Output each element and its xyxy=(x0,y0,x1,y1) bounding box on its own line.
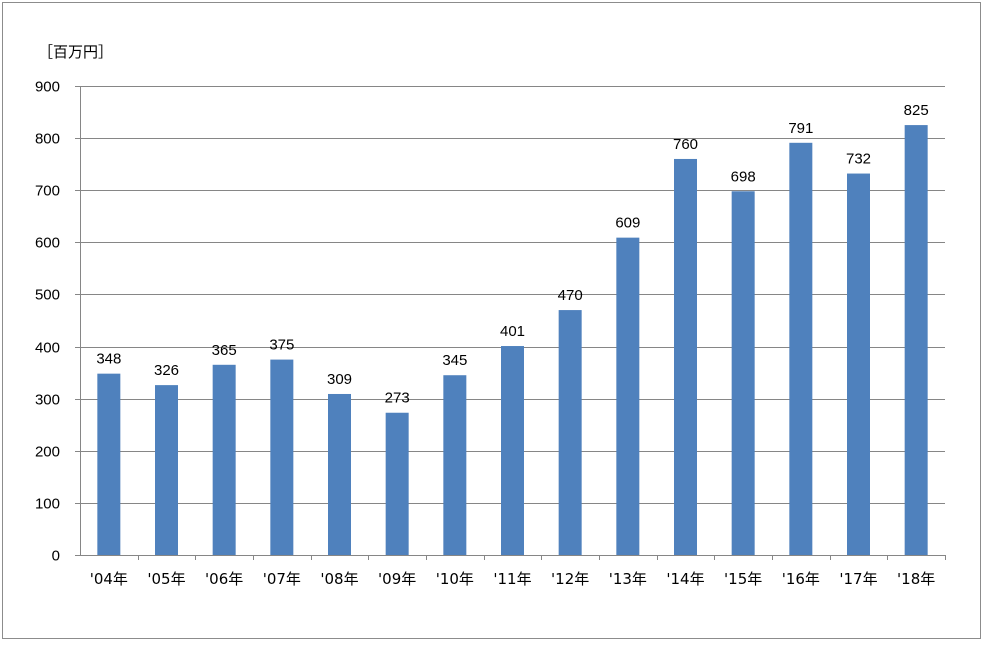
bar xyxy=(270,359,294,555)
y-tick-label: 700 xyxy=(35,183,60,200)
data-label: 326 xyxy=(154,362,179,379)
y-tick-label: 300 xyxy=(35,392,60,409)
axes xyxy=(75,86,946,560)
x-tick-label: '12年 xyxy=(551,570,589,588)
data-label: 348 xyxy=(96,351,121,368)
y-tick-label: 400 xyxy=(35,340,60,357)
y-tick-label: 600 xyxy=(35,235,60,252)
bar xyxy=(847,173,870,555)
data-label: 698 xyxy=(731,168,756,185)
x-tick-label: '10年 xyxy=(436,570,474,588)
data-label: 760 xyxy=(673,136,698,153)
y-unit-label: ［百万円］ xyxy=(38,43,113,61)
x-tick-label: '04年 xyxy=(90,570,128,588)
bar xyxy=(674,158,697,555)
bar xyxy=(155,385,178,555)
y-tick-label: 100 xyxy=(35,496,60,513)
data-label: 609 xyxy=(615,215,640,232)
data-label: 345 xyxy=(442,352,467,369)
data-label: 309 xyxy=(327,371,352,388)
x-tick-label: '13年 xyxy=(609,570,647,588)
bar xyxy=(616,237,640,556)
x-tick-label: '09年 xyxy=(378,570,416,588)
bar xyxy=(328,393,351,555)
data-label: 401 xyxy=(500,323,525,340)
bar xyxy=(212,364,236,555)
x-tick-label: '16年 xyxy=(782,570,820,588)
x-tick-label: '11年 xyxy=(493,570,531,588)
x-tick-labels: '04年 '05年 '06年 '07年 '08年 '09年 '10年 '11年 '12年 '13年… xyxy=(90,570,936,588)
data-label: 375 xyxy=(269,337,294,354)
x-tick-label: '17年 xyxy=(839,570,877,588)
x-tick-label: '05年 xyxy=(147,570,185,588)
y-tick-label: 0 xyxy=(52,548,60,565)
bar xyxy=(443,375,467,555)
bar xyxy=(97,373,121,555)
bars xyxy=(97,125,928,556)
data-label: 825 xyxy=(904,102,929,119)
y-tick-labels: 0 100 200 300 400 500 600 700 800 900 xyxy=(35,79,60,565)
y-tick-label: 800 xyxy=(35,131,60,148)
bar xyxy=(558,310,582,555)
x-tick-label: '18年 xyxy=(897,570,935,588)
x-tick-label: '08年 xyxy=(320,570,358,588)
data-label: 365 xyxy=(212,342,237,359)
x-tick-label: '07年 xyxy=(263,570,301,588)
y-tick-label: 500 xyxy=(35,287,60,304)
x-tick-label: '15年 xyxy=(724,570,762,588)
bar xyxy=(789,142,813,555)
x-tick-label: '06年 xyxy=(205,570,243,588)
y-tick-label: 200 xyxy=(35,444,60,461)
data-label: 732 xyxy=(846,151,871,168)
data-label: 273 xyxy=(385,390,410,407)
data-label: 470 xyxy=(558,287,583,304)
bar xyxy=(904,125,928,555)
data-label: 791 xyxy=(788,120,813,137)
y-tick-label: 900 xyxy=(35,79,60,96)
bar xyxy=(501,346,524,555)
bar xyxy=(385,412,409,555)
x-tick-label: '14年 xyxy=(666,570,704,588)
data-labels: 348 326 365 375 309 273 345 401 470 609 760 698 791 7… xyxy=(96,102,928,407)
bar xyxy=(731,191,755,555)
